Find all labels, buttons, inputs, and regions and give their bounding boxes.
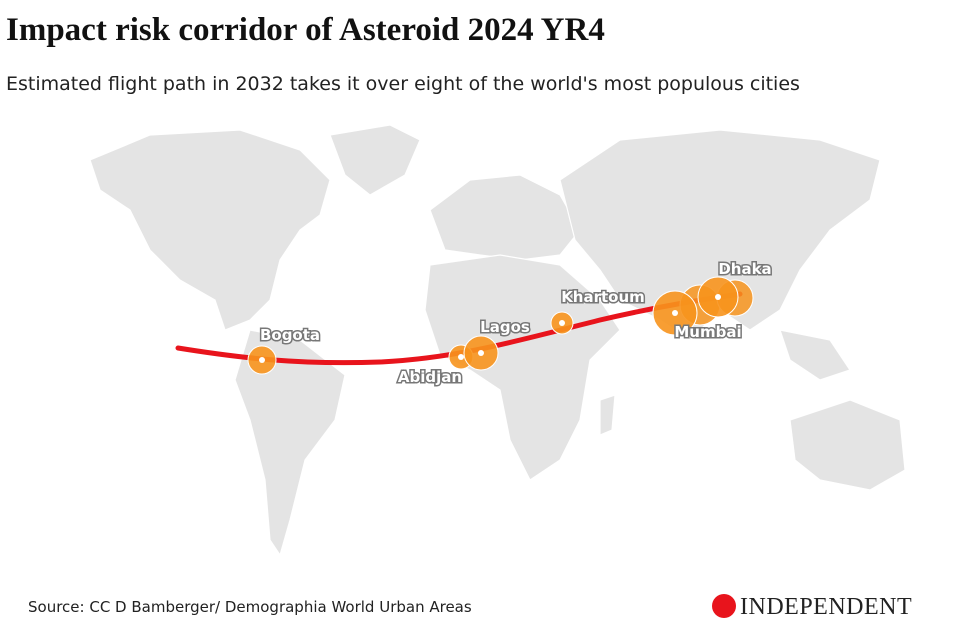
logo: INDEPENDENT <box>712 594 912 620</box>
city-label: Mumbai <box>674 323 741 341</box>
city-dot <box>259 357 265 363</box>
cities: Bogota Abidjan Lagos Khartoum Mumbai Dhaka <box>247 259 773 388</box>
logo-text: INDEPENDENT <box>740 594 912 620</box>
logo-icon <box>712 594 736 618</box>
subtitle: Estimated flight path in 2032 takes it o… <box>6 73 800 95</box>
city-label: Lagos <box>480 318 530 336</box>
city-label: Bogota <box>260 326 320 344</box>
city-dot <box>559 320 565 326</box>
city-dot <box>458 354 464 360</box>
city-dot <box>715 294 721 300</box>
city-label: Khartoum <box>561 288 645 306</box>
source: Source: CC D Bamberger/ Demographia Worl… <box>28 598 472 616</box>
city-label: Dhaka <box>718 260 771 278</box>
city-dot <box>672 310 678 316</box>
world-map <box>89 124 906 557</box>
city-label: Abidjan <box>398 368 462 386</box>
title: Impact risk corridor of Asteroid 2024 YR… <box>6 12 605 48</box>
city-dot <box>478 350 484 356</box>
